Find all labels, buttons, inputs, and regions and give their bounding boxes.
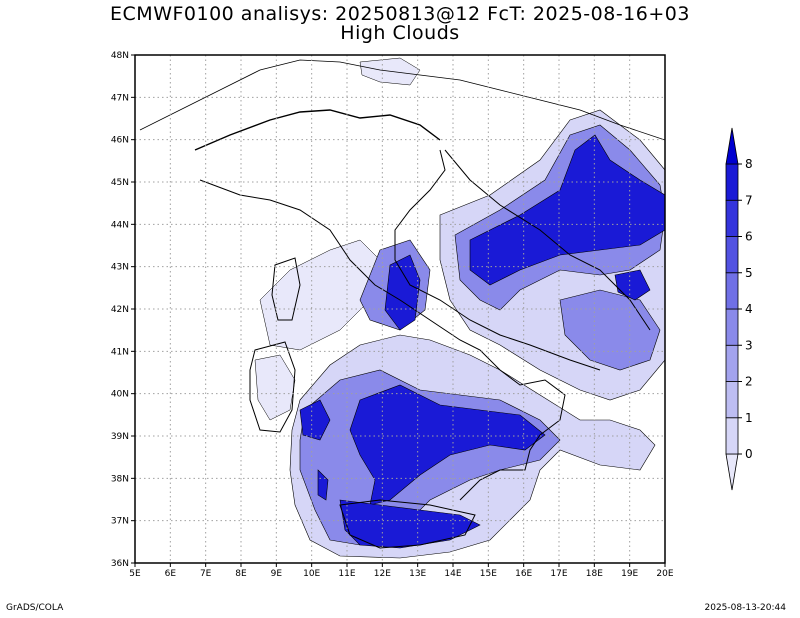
lat-tick-label: 44N <box>111 220 129 230</box>
lon-tick-label: 18E <box>586 569 603 579</box>
colorbar-label: 5 <box>745 266 753 280</box>
lon-tick-label: 6E <box>165 569 177 579</box>
longitude-axis: 5E 6E 7E 8E 9E 10E 11E 12E 13E 14E 15E 16E 17E 18E 19E… <box>129 563 674 579</box>
colorbar-label: 1 <box>745 411 753 425</box>
alps-border <box>194 109 441 151</box>
colorbar: 0 1 2 3 4 5 6 7 8 <box>725 127 753 491</box>
lon-tick-label: 11E <box>338 569 355 579</box>
software-credit: GrADS/COLA <box>6 603 64 613</box>
colorbar-segment <box>725 163 739 201</box>
lat-tick-label: 36N <box>111 559 129 569</box>
latitude-axis: 36N 37N 38N 39N 40N 41N 42N 43N 44N 45N 46N 47N 48N <box>111 51 135 569</box>
lon-tick-label: 14E <box>444 569 461 579</box>
lat-tick-label: 47N <box>111 93 129 103</box>
lon-tick-label: 9E <box>271 569 283 579</box>
coastlines <box>139 59 665 549</box>
lat-tick-label: 37N <box>111 517 129 527</box>
cloud-field <box>254 57 665 559</box>
timestamp: 2025-08-13-20:44 <box>704 603 787 613</box>
lat-tick-label: 38N <box>111 474 129 484</box>
colorbar-label: 4 <box>745 302 753 316</box>
colorbar-segment <box>725 308 739 346</box>
lat-tick-label: 40N <box>111 390 129 400</box>
north-border <box>139 59 665 141</box>
lat-tick-label: 45N <box>111 178 129 188</box>
colorbar-segment <box>725 344 739 382</box>
lat-tick-label: 48N <box>111 51 129 61</box>
italy-coastline <box>199 179 566 501</box>
lat-tick-label: 39N <box>111 432 129 442</box>
cloud-core-west <box>299 399 331 441</box>
cloud-core-calabria <box>339 499 481 549</box>
colorbar-label: 0 <box>745 447 753 461</box>
lon-tick-label: 10E <box>303 569 320 579</box>
colorbar-label: 3 <box>745 338 753 352</box>
cloud-core-east <box>469 134 665 286</box>
colorbar-segment <box>725 236 739 274</box>
lat-tick-label: 43N <box>111 263 129 273</box>
colorbar-label: 8 <box>745 157 753 171</box>
lon-tick-label: 13E <box>409 569 426 579</box>
colorbar-segment <box>725 381 739 419</box>
map-title: ECMWF0100 analisys: 20250813@12 FcT: 202… <box>110 3 690 25</box>
lon-tick-label: 15E <box>480 569 497 579</box>
italy-adriatic-coast <box>394 149 601 371</box>
lon-tick-label: 17E <box>550 569 567 579</box>
colorbar-label: 7 <box>745 193 753 207</box>
colorbar-label: 6 <box>745 230 753 244</box>
colorbar-segment <box>725 199 739 237</box>
colorbar-segment <box>725 417 739 455</box>
cloud-area-medium-balkan <box>559 289 661 371</box>
colorbar-min-triangle <box>725 453 739 491</box>
colorbar-max-triangle <box>725 127 739 165</box>
cloud-core-balkan <box>614 269 651 301</box>
cloud-area-light-sardinia <box>254 354 296 421</box>
colorbar-label: 2 <box>745 375 753 389</box>
sicily-coast <box>339 499 476 549</box>
lat-tick-label: 46N <box>111 136 129 146</box>
lon-tick-label: 7E <box>200 569 212 579</box>
cloud-core-south <box>349 384 546 506</box>
cloud-core-adriatic <box>384 254 421 331</box>
balkan-coast <box>444 149 651 331</box>
lon-tick-label: 5E <box>129 569 141 579</box>
lat-tick-label: 41N <box>111 347 129 357</box>
lon-tick-label: 19E <box>621 569 638 579</box>
map-grid <box>135 55 665 563</box>
lat-tick-label: 42N <box>111 305 129 315</box>
map-subtitle: High Clouds <box>340 22 460 44</box>
lon-tick-label: 8E <box>235 569 247 579</box>
colorbar-segment <box>725 272 739 310</box>
lon-tick-label: 16E <box>515 569 532 579</box>
lon-tick-label: 12E <box>374 569 391 579</box>
lon-tick-label: 20E <box>656 569 673 579</box>
cloud-core-sicily <box>317 469 329 501</box>
corsica-coast <box>271 257 301 321</box>
